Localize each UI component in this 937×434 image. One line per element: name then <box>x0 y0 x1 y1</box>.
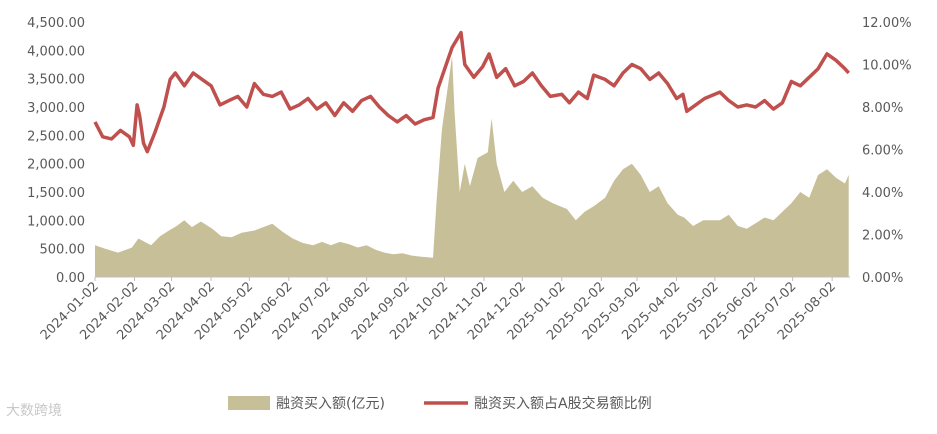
legend-label-area: 融资买入额(亿元) <box>276 396 385 412</box>
legend: 融资买入额(亿元) 融资买入额占A股交易额比例 <box>228 395 652 412</box>
right-axis-ticks: 0.00% 2.00% 4.00% 6.00% 8.00% 10.00% 12.00% <box>862 16 912 286</box>
right-tick-label: 10.00% <box>862 59 912 74</box>
left-tick-label: 1,500.00 <box>27 186 85 201</box>
left-tick-label: 3,500.00 <box>27 73 85 88</box>
legend-label-line: 融资买入额占A股交易额比例 <box>474 395 652 412</box>
left-tick-label: 4,500.00 <box>27 16 85 31</box>
right-tick-label: 0.00% <box>862 271 903 286</box>
x-axis-ticks: 2024-01-022024-02-022024-03-022024-04-02… <box>38 277 839 343</box>
legend-swatch-area <box>228 396 270 410</box>
left-tick-label: 2,000.00 <box>27 158 85 173</box>
left-tick-label: 0.00 <box>56 271 85 286</box>
right-tick-label: 6.00% <box>862 144 903 159</box>
right-tick-label: 4.00% <box>862 186 903 201</box>
watermark: 大数跨境 <box>6 403 62 419</box>
line-series-financing-ratio <box>93 30 851 154</box>
left-tick-label: 500.00 <box>40 243 86 258</box>
left-tick-label: 4,000.00 <box>27 44 85 59</box>
left-tick-label: 3,000.00 <box>27 101 85 116</box>
right-tick-label: 12.00% <box>862 16 912 31</box>
right-tick-label: 2.00% <box>862 229 903 244</box>
right-tick-label: 8.00% <box>862 101 903 116</box>
area-series-financing-buy <box>95 56 849 277</box>
left-axis-ticks: 0.00 500.00 1,000.00 1,500.00 2,000.00 2,500.… <box>27 16 85 286</box>
left-tick-label: 2,500.00 <box>27 129 85 144</box>
line-layer <box>93 30 851 154</box>
left-tick-label: 1,000.00 <box>27 214 85 229</box>
area-layer <box>95 56 849 277</box>
